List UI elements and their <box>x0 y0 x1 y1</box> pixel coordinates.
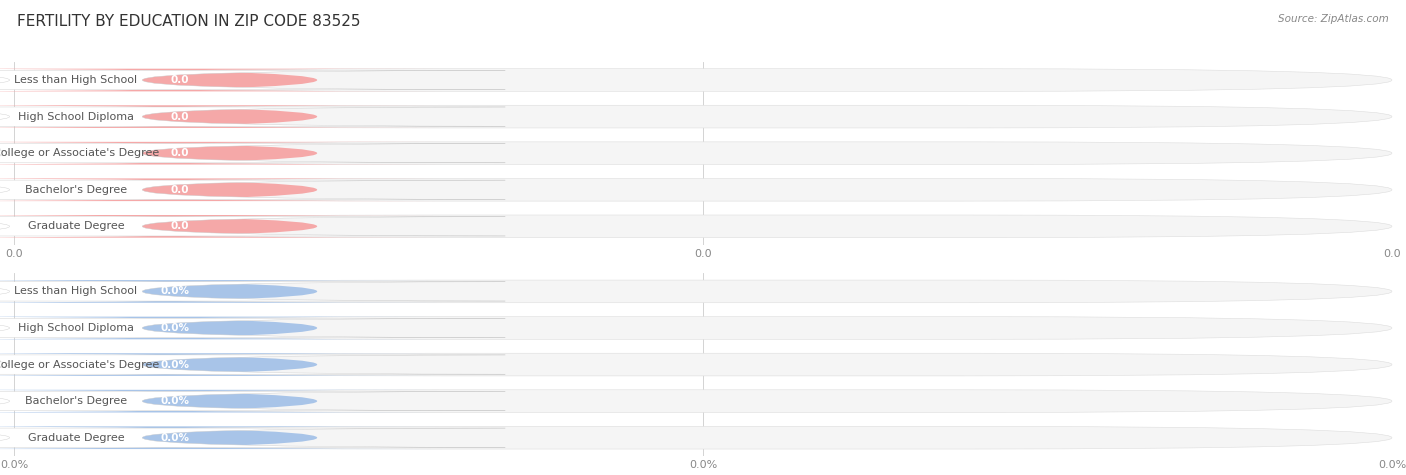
FancyBboxPatch shape <box>0 282 505 301</box>
FancyBboxPatch shape <box>0 391 505 411</box>
FancyBboxPatch shape <box>14 142 1392 164</box>
FancyBboxPatch shape <box>14 390 1392 412</box>
FancyBboxPatch shape <box>0 280 441 303</box>
Text: 0.0%: 0.0% <box>160 433 188 443</box>
Text: 0.0%: 0.0% <box>160 396 188 406</box>
Text: 0.0%: 0.0% <box>160 286 188 296</box>
Text: 0.0%: 0.0% <box>160 360 188 370</box>
FancyBboxPatch shape <box>0 317 441 339</box>
Text: Less than High School: Less than High School <box>14 75 138 85</box>
Text: College or Associate's Degree: College or Associate's Degree <box>0 360 159 370</box>
Text: 0.0: 0.0 <box>170 221 188 231</box>
Text: High School Diploma: High School Diploma <box>18 112 134 122</box>
Text: Graduate Degree: Graduate Degree <box>28 433 124 443</box>
Text: High School Diploma: High School Diploma <box>18 323 134 333</box>
FancyBboxPatch shape <box>0 180 505 200</box>
Text: 0.0: 0.0 <box>170 112 188 122</box>
Text: 0.0%: 0.0% <box>160 323 188 333</box>
FancyBboxPatch shape <box>14 69 1392 91</box>
Text: College or Associate's Degree: College or Associate's Degree <box>0 148 159 158</box>
FancyBboxPatch shape <box>0 143 505 163</box>
FancyBboxPatch shape <box>14 280 1392 303</box>
Text: Source: ZipAtlas.com: Source: ZipAtlas.com <box>1278 14 1389 24</box>
Text: Less than High School: Less than High School <box>14 286 138 296</box>
FancyBboxPatch shape <box>0 215 441 238</box>
FancyBboxPatch shape <box>0 70 505 90</box>
Text: 0.0: 0.0 <box>170 185 188 195</box>
Text: Graduate Degree: Graduate Degree <box>28 221 124 231</box>
FancyBboxPatch shape <box>0 353 441 376</box>
FancyBboxPatch shape <box>14 215 1392 238</box>
FancyBboxPatch shape <box>0 107 505 126</box>
FancyBboxPatch shape <box>0 427 441 449</box>
FancyBboxPatch shape <box>0 390 441 412</box>
FancyBboxPatch shape <box>14 353 1392 376</box>
Text: 0.0: 0.0 <box>170 75 188 85</box>
FancyBboxPatch shape <box>0 318 505 338</box>
Text: 0.0: 0.0 <box>170 148 188 158</box>
FancyBboxPatch shape <box>0 69 441 91</box>
FancyBboxPatch shape <box>0 179 441 201</box>
Text: FERTILITY BY EDUCATION IN ZIP CODE 83525: FERTILITY BY EDUCATION IN ZIP CODE 83525 <box>17 14 360 29</box>
FancyBboxPatch shape <box>14 317 1392 339</box>
FancyBboxPatch shape <box>14 105 1392 128</box>
Text: Bachelor's Degree: Bachelor's Degree <box>25 185 127 195</box>
FancyBboxPatch shape <box>0 428 505 447</box>
FancyBboxPatch shape <box>14 427 1392 449</box>
FancyBboxPatch shape <box>0 105 441 128</box>
FancyBboxPatch shape <box>0 142 441 164</box>
FancyBboxPatch shape <box>0 355 505 374</box>
Text: Bachelor's Degree: Bachelor's Degree <box>25 396 127 406</box>
FancyBboxPatch shape <box>0 217 505 236</box>
FancyBboxPatch shape <box>14 179 1392 201</box>
